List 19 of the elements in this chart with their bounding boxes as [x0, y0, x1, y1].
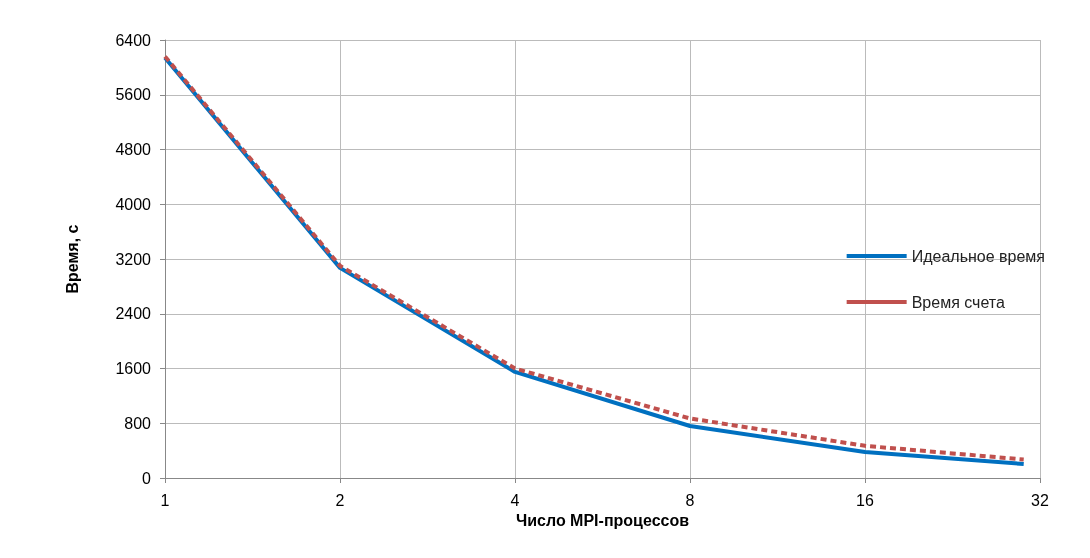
y-tick-label: 2400 — [115, 305, 152, 323]
y-tick-label: 800 — [124, 414, 152, 432]
x-tick-label: 4 — [510, 491, 520, 509]
x-tick-label: 32 — [1031, 491, 1049, 509]
x-axis-title: Число MPI-процессов — [515, 512, 690, 530]
x-tick-label: 2 — [335, 491, 345, 509]
y-tick-label: 5600 — [115, 86, 152, 104]
legend-label: Время счета — [911, 293, 1005, 311]
x-tick-label: 8 — [685, 491, 695, 509]
y-tick-label: 0 — [142, 469, 152, 487]
y-tick-label: 4000 — [115, 195, 152, 213]
x-tick-label: 16 — [856, 491, 874, 509]
legend-label: Идеальное время — [911, 247, 1045, 265]
y-tick-label: 6400 — [115, 31, 152, 49]
y-tick-label: 4800 — [115, 141, 152, 158]
y-tick-label: 3200 — [115, 250, 152, 268]
y-axis-title: Время, с — [63, 224, 81, 294]
x-tick-label: 1 — [160, 491, 170, 509]
y-tick-label: 1600 — [115, 360, 152, 377]
